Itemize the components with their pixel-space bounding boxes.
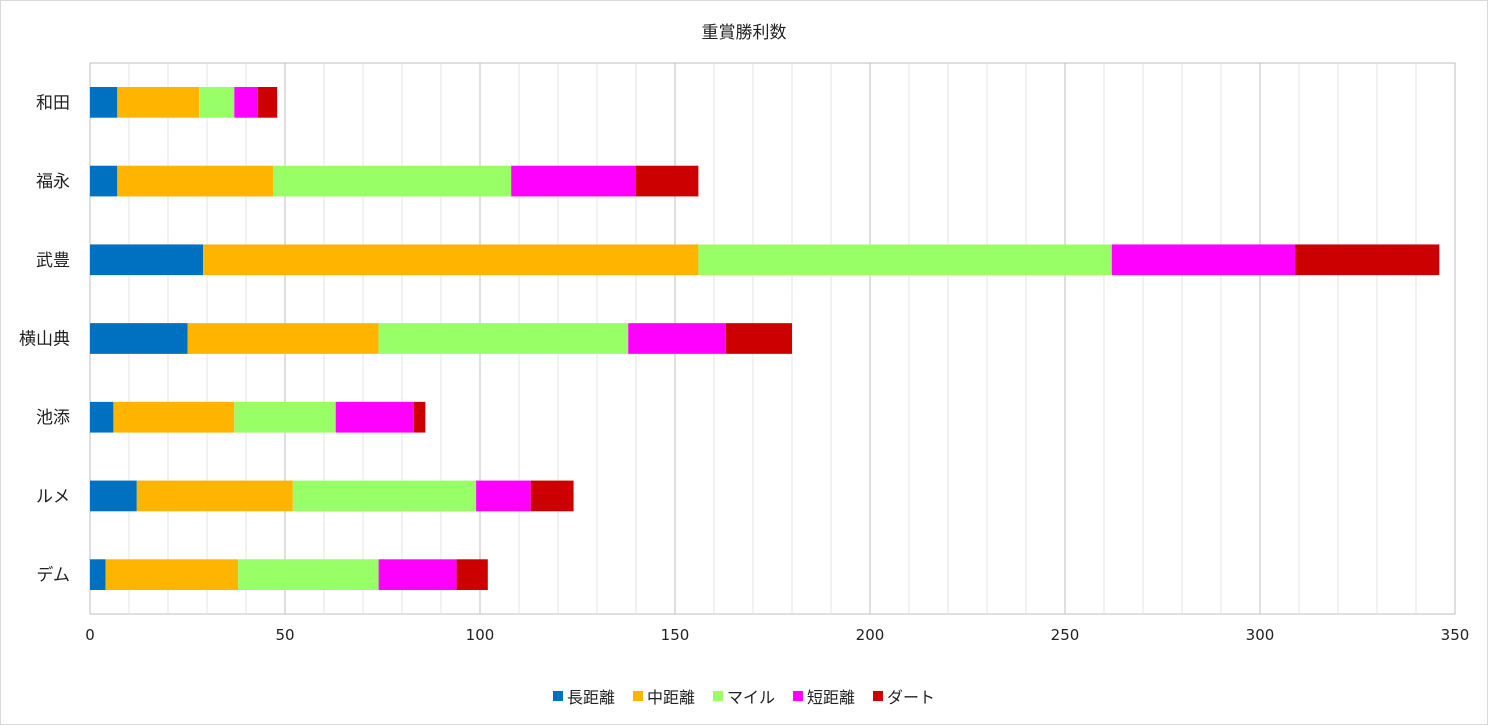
bar-segment: [90, 87, 118, 118]
bar-segment: [203, 244, 699, 276]
x-tick-label: 350: [1441, 626, 1470, 644]
legend-label: 長距離: [566, 688, 615, 707]
bar-segment: [456, 559, 488, 590]
bar-segment: [698, 244, 1112, 276]
x-tick-label: 150: [661, 626, 690, 644]
bar-segment: [636, 165, 699, 197]
legend-item: 短距離: [793, 684, 855, 708]
bar-segment: [90, 401, 114, 433]
bar-segment: [90, 323, 188, 354]
bar-segment: [530, 480, 574, 512]
bar-segment: [273, 165, 512, 197]
bar-segment: [413, 401, 426, 433]
legend-item: マイル: [712, 684, 775, 708]
bar-segment: [725, 323, 792, 354]
chart-title: 重賞勝利数: [701, 23, 787, 43]
bar-segment: [105, 559, 239, 590]
legend-item: 長距離: [552, 684, 615, 708]
legend-item: 中距離: [632, 684, 695, 708]
bar-segment: [292, 480, 477, 512]
bar-segment: [90, 559, 106, 590]
bar-segment: [90, 244, 204, 276]
bar-segment: [1295, 244, 1440, 276]
y-category-label: 横山典: [19, 330, 70, 350]
chart-legend: 長距離 中距離 マイル 短距離 ダート: [0, 684, 1488, 708]
bar-segment: [234, 87, 258, 118]
bar-segment: [117, 165, 274, 197]
bar-segment: [187, 323, 379, 354]
bar-segment: [335, 401, 414, 433]
y-category-label: ルメ: [36, 487, 70, 507]
legend-swatch: [552, 691, 563, 701]
bar-segment: [90, 480, 137, 512]
x-tick-label: 250: [1051, 626, 1080, 644]
bar-segment: [257, 87, 278, 118]
x-tick-label: 100: [466, 626, 495, 644]
legend-swatch: [632, 691, 643, 701]
bar-segment: [113, 401, 235, 433]
bar-segment: [199, 87, 235, 118]
legend-label: 中距離: [646, 688, 695, 707]
y-category-label: デム: [36, 565, 70, 586]
legend-label: ダート: [887, 688, 936, 707]
legend-label: マイル: [726, 688, 775, 707]
legend-label: 短距離: [807, 688, 856, 707]
bar-segment: [378, 323, 629, 354]
bar-segment: [238, 559, 379, 590]
bar-segment: [234, 401, 336, 433]
legend-item: ダート: [873, 684, 935, 708]
bar-segment: [511, 165, 636, 197]
x-tick-label: 0: [85, 626, 95, 644]
x-tick-label: 200: [856, 626, 885, 644]
y-category-label: 池添: [36, 408, 70, 428]
y-category-label: 武豊: [36, 251, 70, 271]
legend-swatch: [873, 691, 884, 701]
x-tick-label: 300: [1246, 626, 1275, 644]
bar-segment: [1111, 244, 1296, 276]
bar-segment: [476, 480, 531, 512]
y-category-label: 和田: [36, 93, 70, 113]
bar-segment: [90, 165, 118, 197]
bar-segment: [628, 323, 726, 354]
y-category-label: 福永: [36, 172, 70, 192]
legend-swatch: [793, 691, 803, 701]
bar-segment: [136, 480, 293, 512]
legend-swatch: [712, 691, 723, 701]
bar-segment: [117, 87, 200, 118]
x-tick-label: 50: [275, 626, 294, 644]
bar-segment: [378, 559, 457, 590]
